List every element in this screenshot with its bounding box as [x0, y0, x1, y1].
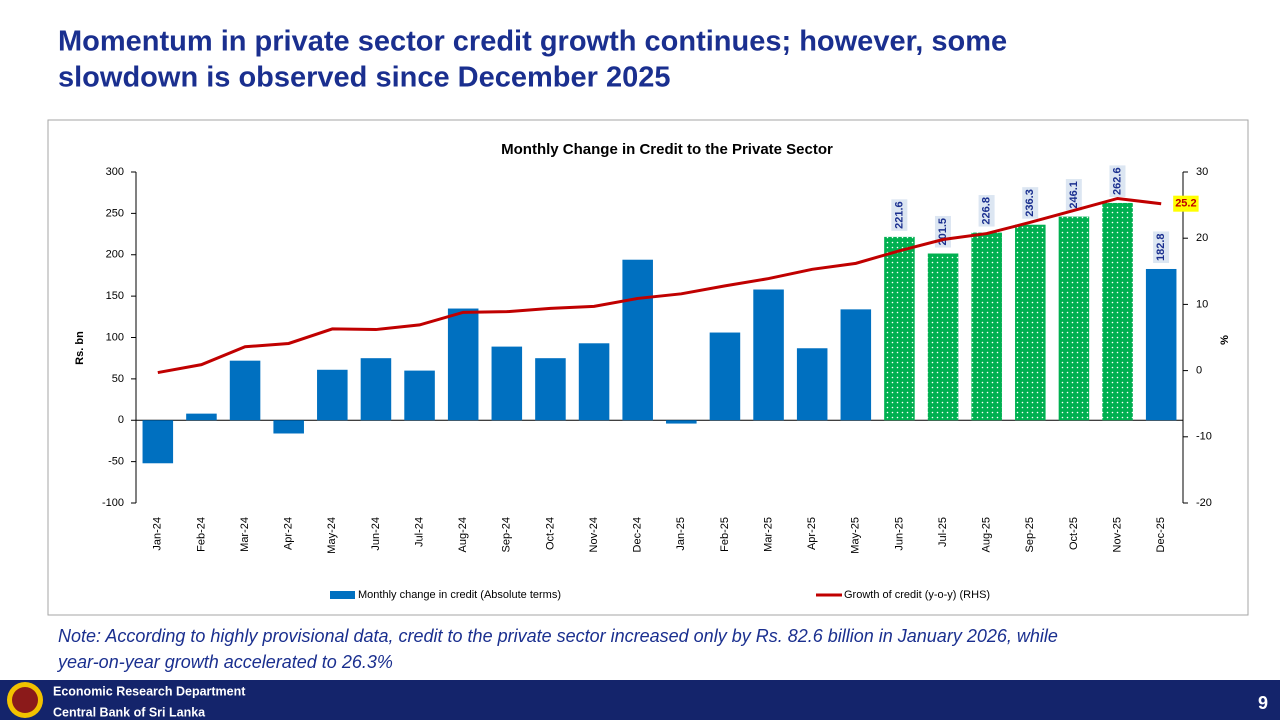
bar	[142, 420, 174, 464]
label-bg	[978, 195, 995, 227]
value-label: 262.6	[1111, 167, 1123, 195]
y2-tick-label: 30	[1196, 166, 1208, 178]
legend-label: Monthly change in credit (Absolute terms…	[358, 589, 561, 601]
y-tick-label: 100	[106, 331, 124, 343]
label-bg	[891, 199, 908, 231]
footer-text: Central Bank of Sri Lanka	[53, 705, 206, 719]
bar	[273, 420, 304, 434]
x-tick-label: Oct-25	[1068, 517, 1080, 550]
line	[157, 196, 1162, 375]
chart-title: Monthly Change in Credit to the Private …	[501, 141, 833, 158]
x-tick-label: Oct-24	[544, 517, 556, 550]
bar	[317, 369, 348, 421]
y2-tick-label: 10	[1196, 298, 1208, 310]
label-bg	[1109, 165, 1126, 197]
x-tick-label: Dec-24	[632, 517, 644, 552]
x-tick-label: Jul-25	[937, 517, 949, 547]
bar	[622, 259, 653, 421]
note: year-on-year growth accelerated to 26.3%	[56, 652, 393, 672]
value-label: 246.1	[1068, 181, 1080, 209]
x-tick-label: Mar-25	[762, 517, 774, 552]
bar	[709, 332, 741, 421]
y2-tick-label: 20	[1196, 232, 1208, 244]
bar	[1102, 202, 1133, 421]
label-bg	[1173, 195, 1199, 212]
value-label: 182.8	[1155, 233, 1167, 261]
x-tick-label: May-24	[326, 517, 338, 554]
x-tick-label: Aug-25	[981, 517, 993, 552]
bar	[360, 358, 392, 421]
bar	[753, 289, 784, 421]
x-tick-label: Jan-25	[675, 517, 687, 551]
y-tick-label: 300	[106, 166, 124, 178]
x-tick-label: Nov-25	[1111, 517, 1123, 552]
x-tick-label: Apr-24	[283, 517, 295, 550]
bar	[404, 370, 435, 421]
x-tick-label: Dec-25	[1155, 517, 1167, 552]
y-axis-label: Rs. bn	[74, 331, 86, 365]
x-tick-label: Feb-25	[719, 517, 731, 552]
x-tick-label: May-25	[850, 517, 862, 554]
y2-tick-label: -10	[1196, 431, 1212, 443]
footer-text: Economic Research Department	[53, 684, 246, 698]
page-number: 9	[1258, 693, 1268, 713]
x-tick-label: Jun-24	[370, 517, 382, 551]
bar	[1015, 224, 1046, 421]
y-tick-label: -50	[108, 456, 124, 468]
bar	[796, 348, 828, 421]
x-tick-label: Jul-24	[413, 517, 425, 547]
value-label: 236.3	[1024, 189, 1036, 217]
label-bg	[1022, 187, 1039, 219]
y-tick-label: 150	[106, 290, 124, 302]
x-tick-label: Apr-25	[806, 517, 818, 550]
bar	[666, 420, 697, 424]
y2-axis-label: %	[1219, 335, 1231, 345]
bar	[840, 309, 872, 421]
legend-label: Growth of credit (y-o-y) (RHS)	[844, 589, 990, 601]
note: Note: According to highly provisional da…	[58, 626, 1058, 646]
x-tick-label: Aug-24	[457, 517, 469, 552]
bar	[1058, 216, 1090, 421]
slide-title: slowdown is observed since December 2025	[58, 62, 670, 94]
bar	[884, 236, 915, 421]
slide-title: Momentum in private sector credit growth…	[58, 26, 1007, 58]
label-bg	[1065, 179, 1082, 211]
bar	[447, 308, 479, 421]
value-label: 25.2	[1175, 198, 1196, 210]
y-tick-label: 250	[106, 207, 124, 219]
label-bg	[1153, 231, 1170, 263]
y-tick-label: -100	[102, 497, 124, 509]
x-tick-label: Jun-25	[893, 517, 905, 551]
bar	[491, 346, 523, 421]
y-tick-label: 0	[118, 414, 124, 426]
logo	[12, 687, 38, 713]
x-tick-label: Nov-24	[588, 517, 600, 552]
footer-bar	[0, 680, 1280, 720]
x-tick-label: Sep-24	[501, 517, 513, 552]
bar	[1145, 268, 1177, 421]
value-label: 221.6	[893, 201, 905, 229]
y-tick-label: 50	[112, 373, 124, 385]
bar	[186, 413, 217, 421]
y-tick-label: 200	[106, 249, 124, 261]
bar	[578, 343, 610, 421]
bar	[971, 232, 1002, 421]
value-label: 226.8	[981, 197, 993, 225]
x-tick-label: Mar-24	[239, 517, 251, 552]
bar	[927, 253, 959, 421]
y2-tick-label: 0	[1196, 365, 1202, 377]
x-tick-label: Feb-24	[195, 517, 207, 552]
bar	[229, 360, 261, 421]
x-tick-label: Sep-25	[1024, 517, 1036, 552]
legend-swatch	[330, 591, 355, 599]
y2-tick-label: -20	[1196, 497, 1212, 509]
bar	[535, 358, 566, 421]
x-tick-label: Jan-24	[152, 517, 164, 551]
